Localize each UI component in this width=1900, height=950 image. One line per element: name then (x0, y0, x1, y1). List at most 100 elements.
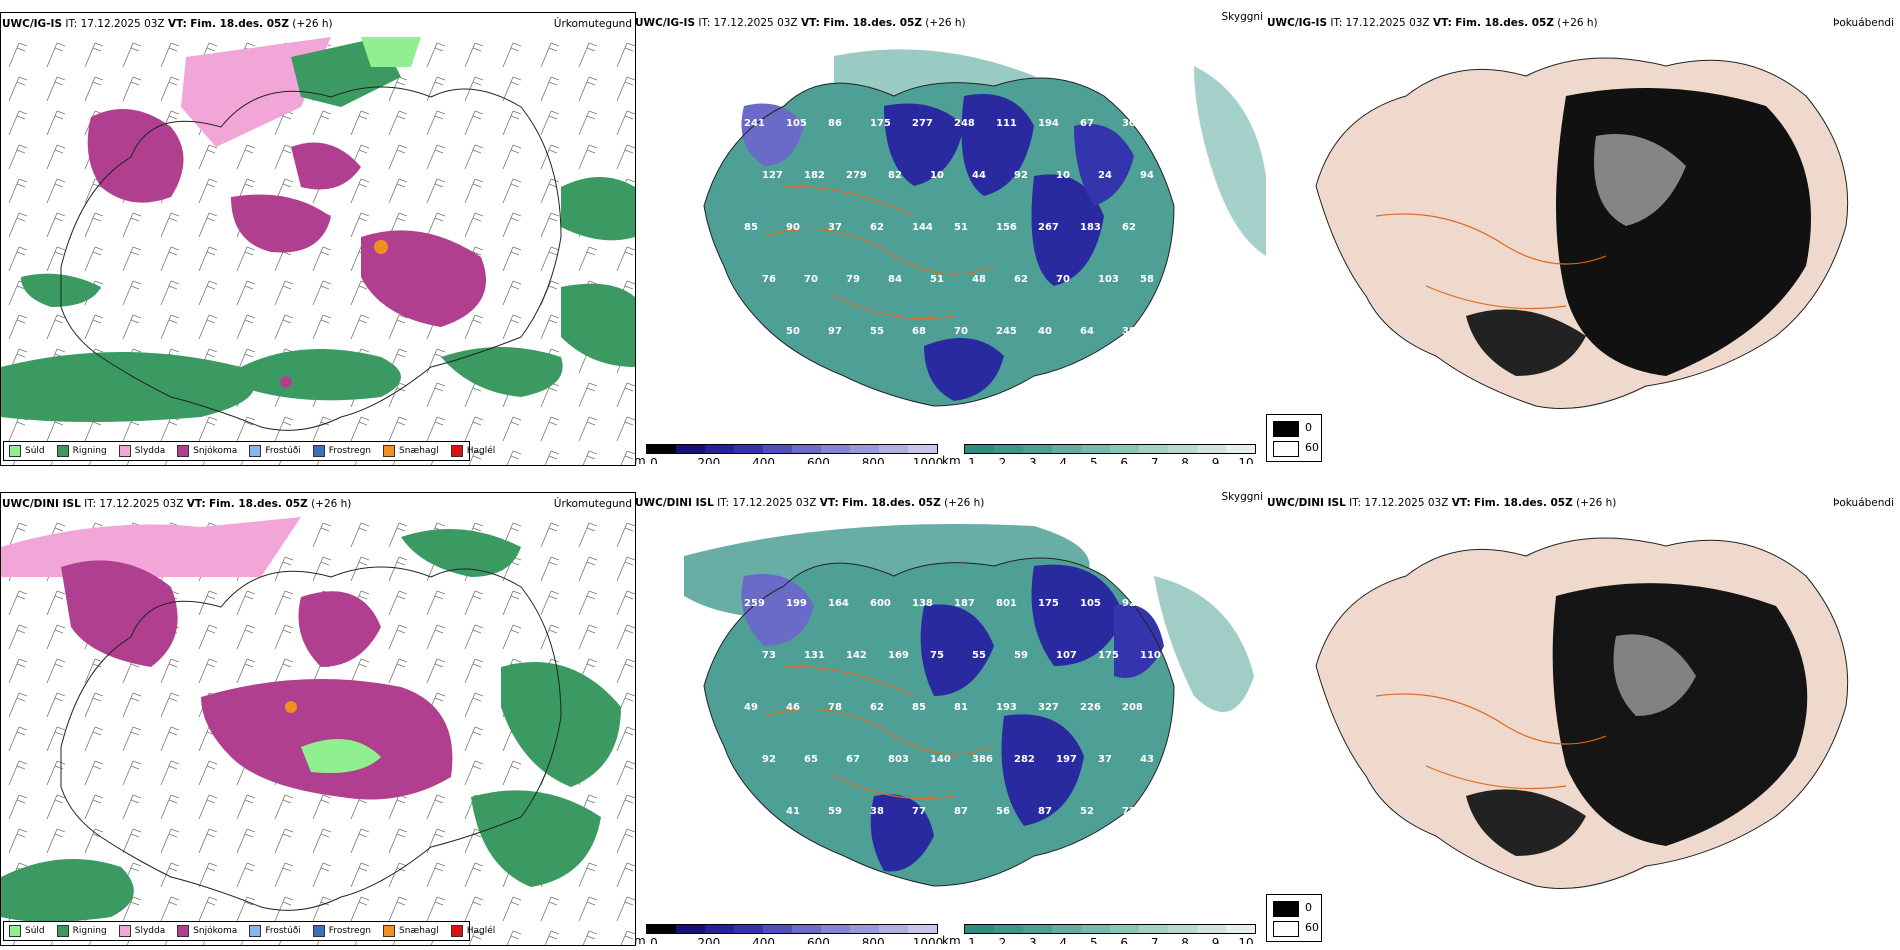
visibility-value-label: 90 (786, 222, 800, 233)
colorbar-tick-label: 8 (1181, 456, 1189, 464)
visibility-value-label: 803 (888, 754, 909, 765)
visibility-value-label: 187 (954, 598, 975, 609)
precip-map (1, 517, 635, 945)
visibility-value-label: 59 (1014, 650, 1028, 661)
colorbar-tick-label: 3 (1029, 456, 1037, 464)
legend-item: Snæhagl (383, 445, 439, 457)
visibility-value-label: 194 (1038, 118, 1059, 129)
visibility-value-label: 70 (1056, 274, 1070, 285)
legend-item: Frostregn (312, 445, 371, 457)
visibility-value-label: 107 (1056, 650, 1077, 661)
visibility-value-label: 70 (804, 274, 818, 285)
visibility-value-label: 76 (762, 274, 776, 285)
visibility-value-label: 10 (1056, 170, 1070, 181)
legend-item: Súld (9, 925, 45, 937)
visibility-value-label: 82 (888, 170, 902, 181)
colorbar-tick-label: 9 (1211, 456, 1220, 464)
visibility-value-label: 94 (1140, 170, 1154, 181)
visibility-value-label: 103 (1098, 274, 1119, 285)
colorbar-tick-label: 1000 (912, 456, 944, 464)
visibility-value-label: 105 (786, 118, 807, 129)
colorbar-tick-label: 0 (650, 456, 658, 464)
visibility-value-label: 85 (744, 222, 758, 233)
visibility-value-label: 72 (1122, 806, 1136, 817)
visibility-value-label: 175 (870, 118, 891, 129)
visibility-value-label: 248 (954, 118, 975, 129)
legend-item: Haglél (450, 445, 495, 457)
visibility-value-label: 86 (828, 118, 842, 129)
visibility-value-label: 50 (786, 326, 800, 337)
colorbar-tick-label: 0 (650, 936, 658, 944)
colorbar-tick-label: 1 (968, 456, 976, 464)
visibility-value-label: 327 (1038, 702, 1059, 713)
legend-item: Snjókoma (177, 925, 237, 937)
colorbar-tick-label: 200 (697, 936, 721, 944)
visibility-value-label: 164 (828, 598, 849, 609)
cloud-ceiling-panel-2: UWC/DINI ISL IT: 17.12.2025 03Z VT: Fim.… (634, 492, 1266, 944)
visibility-value-label: 62 (1014, 274, 1028, 285)
visibility-value-label: 87 (1038, 806, 1052, 817)
panel-title: Skyggni (1221, 12, 1264, 23)
visibility-value-label: 182 (804, 170, 825, 181)
colorbar-tick-label: 10 (1238, 456, 1254, 464)
visibility-value-label: 67 (1080, 118, 1094, 129)
visibility-value-label: 175 (1098, 650, 1119, 661)
visibility-value-label: 241 (744, 118, 765, 129)
colorbar-tick-label: 800 (861, 456, 885, 464)
fog-panel-1: UWC/IG-IS IT: 17.12.2025 03Z VT: Fim. 18… (1266, 12, 1900, 464)
visibility-value-label: 131 (804, 650, 825, 661)
panel-title: Þokuábendi (1833, 17, 1894, 29)
visibility-value-label: 41 (786, 806, 800, 817)
visibility-value-label: 55 (870, 326, 884, 337)
visibility-colorbar: km 1 2 3 4 5 6 7 8 9 10 (942, 444, 1262, 464)
colorbar-tick-label: 10 (1238, 936, 1254, 944)
precip-legend: Súld Rigning Slydda Snjókoma Frostúði Fr… (3, 441, 495, 461)
colorbar-tick-label: 6 (1120, 936, 1129, 944)
legend-item: Snjókoma (177, 445, 237, 457)
colorbar-tick-label: 5 (1089, 456, 1098, 464)
ceiling-map: 259 199 164 600 138 187 801 175 105 92 73 131 142 169… (634, 516, 1266, 906)
visibility-value-label: 68 (912, 326, 926, 337)
visibility-value-label: 58 (1140, 274, 1154, 285)
colorbar-tick-label: 8 (1181, 936, 1189, 944)
visibility-value-label: 62 (1122, 222, 1136, 233)
visibility-value-label: 62 (870, 702, 884, 713)
visibility-value-label: 277 (912, 118, 933, 129)
visibility-value-label: 52 (1080, 806, 1094, 817)
visibility-value-label: 267 (1038, 222, 1059, 233)
visibility-value-label: 64 (1080, 326, 1094, 337)
visibility-value-label: 282 (1014, 754, 1035, 765)
colorbar-tick-label: 4 (1059, 456, 1068, 464)
visibility-value-label: 10 (930, 170, 944, 181)
panel-header: UWC/DINI ISL IT: 17.12.2025 03Z VT: Fim.… (634, 492, 1266, 514)
fog-map (1266, 36, 1900, 426)
colorbar-tick-label: 7 (1150, 936, 1159, 944)
visibility-value-label: 208 (1122, 702, 1143, 713)
visibility-value-label: 127 (762, 170, 783, 181)
visibility-value-label: 97 (828, 326, 842, 337)
visibility-value-label: 59 (828, 806, 842, 817)
colorbar-tick-label: 800 (861, 936, 885, 944)
visibility-value-label: 55 (972, 650, 986, 661)
colorbar-tick-label: 2 (998, 936, 1007, 944)
colorbar-tick-label: 1 (968, 936, 976, 944)
panel-title: Úrkomutegund (553, 498, 632, 510)
panel-title: Þokuábendi (1833, 497, 1894, 509)
panel-header: UWC/IG-IS IT: 17.12.2025 03Z VT: Fim. 18… (1, 13, 635, 35)
panel-title: Úrkomutegund (553, 18, 632, 30)
precip-legend: Súld Rigning Slydda Snjókoma Frostúði Fr… (3, 921, 495, 941)
visibility-value-label: 138 (912, 598, 933, 609)
legend-item: Frostregn (312, 925, 371, 937)
colorbar-swatches (646, 924, 938, 934)
visibility-value-label: 245 (996, 326, 1017, 337)
visibility-value-label: 801 (996, 598, 1017, 609)
legend-item: Rigning (56, 925, 107, 937)
cloud-ceiling-panel-1: UWC/IG-IS IT: 17.12.2025 03Z VT: Fim. 18… (634, 12, 1266, 464)
fog-legend: 0 60 (1266, 414, 1322, 462)
visibility-value-label: 92 (762, 754, 776, 765)
colorbar-tick-label: 1000 (912, 936, 944, 944)
colorbar-tick-label: 6 (1120, 456, 1129, 464)
visibility-value-label: 105 (1080, 598, 1101, 609)
visibility-colorbar: km 1 2 3 4 5 6 7 8 9 10 (942, 924, 1262, 944)
colorbar-swatches (964, 444, 1256, 454)
